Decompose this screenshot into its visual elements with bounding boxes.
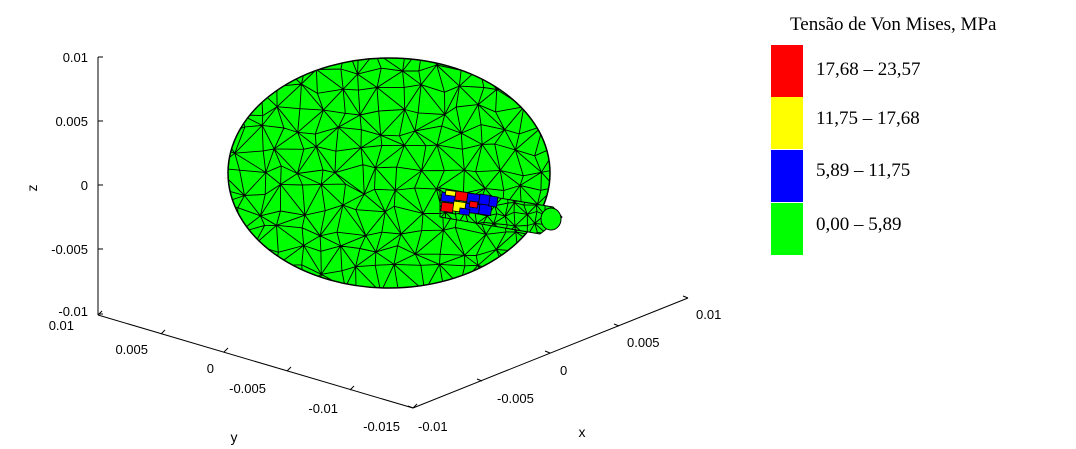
x-axis-label: x bbox=[579, 424, 586, 440]
stress-patch bbox=[454, 190, 469, 203]
x-tick-mark bbox=[682, 295, 689, 299]
y-tick-label: 0 bbox=[207, 361, 214, 376]
z-tick-label: 0.01 bbox=[63, 50, 88, 65]
legend-label: 17,68 – 23,57 bbox=[816, 59, 921, 80]
x-tick-mark bbox=[407, 405, 414, 409]
z-tick-label: -0.005 bbox=[51, 242, 88, 257]
mesh-arm bbox=[439, 187, 563, 235]
legend-swatch-blue bbox=[771, 150, 803, 202]
x-tick-label: 0 bbox=[560, 363, 567, 378]
x-tick-label: 0.005 bbox=[627, 335, 660, 350]
y-tick-mark bbox=[349, 385, 355, 391]
stress-patch bbox=[468, 200, 479, 209]
x-tick-mark bbox=[613, 323, 620, 327]
x-tick-label: -0.01 bbox=[418, 419, 448, 434]
stress-patch bbox=[478, 203, 493, 217]
y-tick-label: 0.01 bbox=[49, 318, 74, 333]
z-axis-label: z bbox=[24, 185, 40, 192]
y-tick-mark bbox=[286, 366, 292, 372]
mesh-body bbox=[227, 57, 551, 289]
x-axis-line bbox=[412, 297, 689, 409]
legend-swatch-red bbox=[771, 45, 803, 97]
y-tick-mark bbox=[223, 347, 229, 353]
legend-label: 11,75 – 17,68 bbox=[816, 108, 920, 129]
tick-labels: 0.01 0.005 0 -0.005 -0.01 0.01 0.005 0 -… bbox=[49, 50, 722, 434]
y-axis-line bbox=[97, 314, 414, 409]
legend-label: 0,00 – 5,89 bbox=[816, 214, 902, 235]
x-tick-mark bbox=[544, 350, 551, 354]
y-axis-label: y bbox=[231, 429, 238, 445]
z-tick-label: 0.005 bbox=[55, 114, 88, 129]
y-tick-label: -0.01 bbox=[308, 401, 338, 416]
stress-patch bbox=[444, 189, 457, 197]
legend-title: Tensão de Von Mises, MPa bbox=[790, 14, 997, 35]
z-tick-label: -0.01 bbox=[58, 304, 88, 319]
x-tick-label: 0.01 bbox=[696, 307, 721, 322]
y-tick-mark bbox=[97, 310, 103, 316]
stress-patches bbox=[440, 189, 499, 217]
z-tick-label: 0 bbox=[81, 178, 88, 193]
stress-patch bbox=[488, 195, 499, 208]
y-tick-label: -0.005 bbox=[229, 381, 266, 396]
legend-swatch-yellow bbox=[771, 97, 803, 149]
x-tick-mark bbox=[476, 378, 483, 382]
y-tick-label: -0.015 bbox=[363, 419, 400, 434]
legend-label: 5,89 – 11,75 bbox=[816, 160, 911, 181]
legend-swatch-green bbox=[771, 203, 803, 255]
y-tick-mark bbox=[412, 403, 418, 409]
arm-end-cap bbox=[540, 207, 562, 231]
y-tick-mark bbox=[160, 329, 166, 335]
y-tick-label: 0.005 bbox=[115, 342, 148, 357]
tick-marks bbox=[97, 56, 689, 409]
axes bbox=[97, 57, 689, 409]
x-tick-label: -0.005 bbox=[497, 391, 534, 406]
stress-patch bbox=[458, 207, 471, 216]
stress-patch bbox=[440, 201, 455, 214]
mesh-plot: 0.01 0.005 0 -0.005 -0.01 0.01 0.005 0 -… bbox=[24, 50, 722, 445]
